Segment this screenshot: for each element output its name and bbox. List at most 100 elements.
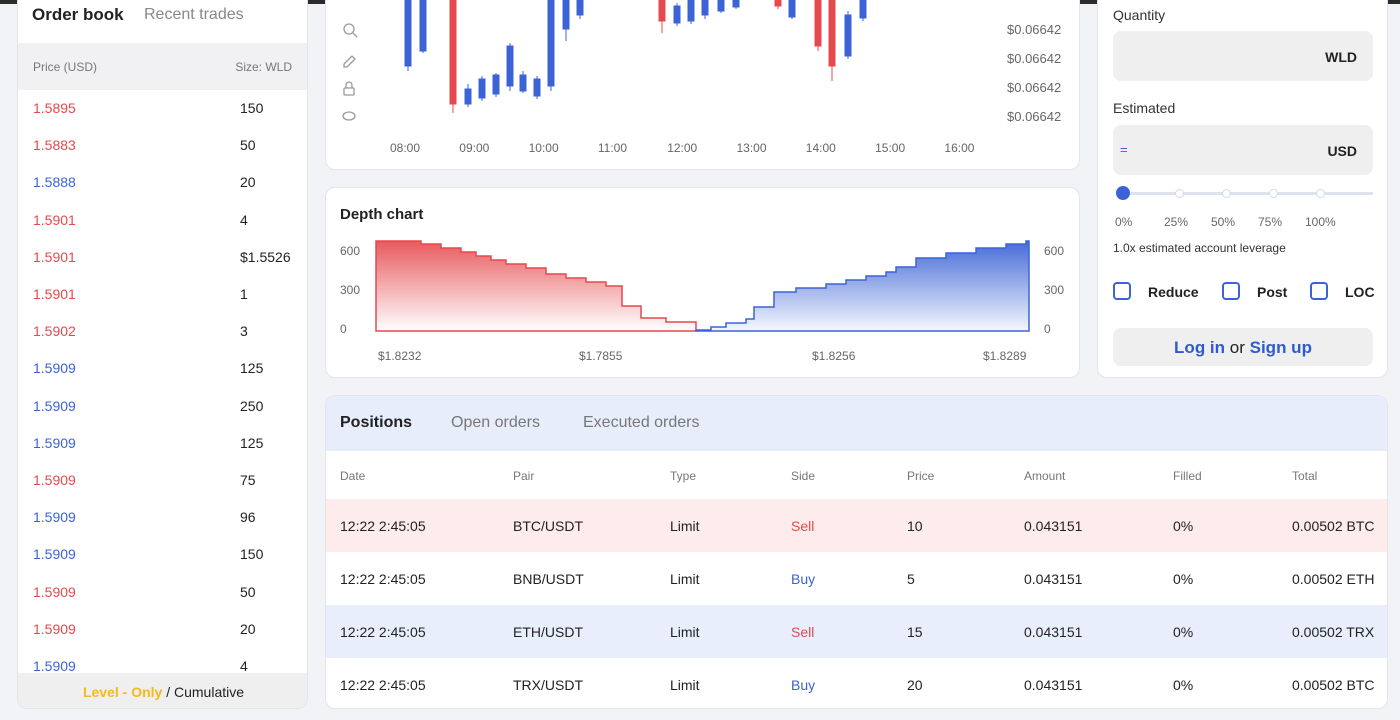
slider-thumb[interactable] [1116, 186, 1130, 200]
header-row [18, 43, 307, 90]
depth-title: Depth chart [340, 206, 424, 223]
cumulative-toggle[interactable]: / Cumulative [166, 684, 245, 700]
checkbox[interactable] [1310, 282, 1328, 300]
slider-label: 25% [1164, 215, 1189, 229]
cell: 10 [907, 518, 923, 534]
price-chart-panel: 08:00 09:00 10:00 11:00 12:00 13:00 14:00 15:00… [325, 0, 1080, 170]
y-label: 0 [1044, 322, 1051, 336]
level-toggle[interactable]: Level - Only [82, 684, 163, 700]
cell: 12:22 2:45:05 [340, 571, 426, 587]
price: 1.5909 [33, 546, 76, 563]
price: 1.5895 [33, 100, 76, 116]
footer-text: Level - Only / Cumulative [18, 684, 307, 700]
cell: BNB/USDT [513, 571, 584, 587]
price: 1.5909 [33, 434, 76, 451]
x-label: $1.8256 [812, 349, 856, 363]
time-label: 11:00 [597, 141, 628, 155]
column-header: Amount [1024, 469, 1066, 483]
footer [18, 673, 307, 708]
cell: Limit [670, 518, 700, 534]
slider-dot[interactable] [1316, 189, 1325, 198]
cell: 0.043151 [1024, 677, 1083, 693]
column-header: Side [791, 469, 816, 483]
cell: 20 [907, 677, 923, 693]
order-form-panel: Quantity WLD Estimated = USD 1.0x estima… [1097, 0, 1388, 378]
column-header: Total [1292, 469, 1318, 483]
size: 125 [240, 360, 264, 377]
tab[interactable]: Positions [340, 414, 413, 431]
login-button[interactable] [1113, 328, 1373, 366]
row-bg [326, 658, 1387, 708]
price: 1.5909 [33, 583, 76, 600]
cell: 0.00502 BTC [1292, 518, 1375, 534]
log-in-link[interactable]: Log in [1174, 338, 1226, 357]
time-label: 09:00 [459, 141, 490, 155]
slider-dot[interactable] [1269, 189, 1278, 198]
estimated-label: Estimated [1113, 100, 1176, 116]
cell: Limit [670, 624, 700, 640]
size: 20 [240, 620, 256, 637]
price: 1.5888 [33, 174, 76, 191]
slider-dot[interactable] [1222, 189, 1231, 198]
cell: 0.00502 BTC [1292, 677, 1375, 693]
cell: Limit [670, 571, 700, 587]
y-label: 0 [340, 322, 347, 336]
cell: 15 [907, 624, 923, 640]
size: 150 [240, 100, 264, 116]
size: 50 [240, 583, 256, 600]
column-header: Price (USD) [33, 60, 98, 74]
tabs-bar [326, 396, 1387, 451]
candles [342, 0, 867, 121]
column-header: Price [907, 469, 935, 483]
cell: 12:22 2:45:05 [340, 518, 426, 534]
price: 1.5902 [33, 323, 76, 340]
size: 4 [240, 658, 248, 674]
price: 1.5909 [33, 472, 76, 488]
x-label: $1.8232 [378, 349, 422, 363]
tab[interactable]: Recent trades [144, 6, 244, 23]
option-label: LOC [1345, 284, 1375, 300]
price-label: $0.06642 [1007, 22, 1062, 37]
time-label: 10:00 [528, 141, 559, 155]
sign-up-link[interactable]: Sign up [1249, 338, 1312, 357]
depth-areas [375, 240, 1030, 332]
y-label: 600 [1044, 244, 1065, 258]
or-text: or [1229, 338, 1245, 357]
slider-label: 0% [1115, 215, 1133, 229]
slider-dot[interactable] [1175, 189, 1184, 198]
price: 1.5909 [33, 397, 76, 414]
cell: Buy [791, 571, 816, 587]
cell: 0.043151 [1024, 624, 1083, 640]
quantity-input[interactable] [1113, 31, 1373, 81]
option-label: Post [1257, 284, 1288, 300]
quantity-label: Quantity [1113, 7, 1166, 23]
tab[interactable]: Open orders [451, 414, 540, 431]
price: 1.5883 [33, 137, 76, 154]
cell: 0.00502 ETH [1292, 571, 1375, 587]
cell: Sell [791, 518, 815, 534]
cell: 12:22 2:45:05 [340, 624, 426, 640]
price: 1.5909 [33, 509, 76, 526]
cell: 0% [1173, 518, 1194, 534]
size: 250 [240, 397, 264, 414]
row-bg [326, 552, 1387, 605]
y-label: 300 [340, 283, 361, 297]
order-book-panel: Order book Recent trades Price (USD) Siz… [17, 0, 308, 709]
cell: 0.00502 TRX [1292, 624, 1375, 640]
slider-label: 75% [1258, 215, 1283, 229]
price-label: $0.06642 [1007, 109, 1062, 124]
tab[interactable]: Order book [32, 5, 124, 24]
estimated-input[interactable] [1113, 125, 1373, 175]
price: 1.5909 [33, 360, 76, 377]
tab[interactable]: Executed orders [583, 414, 700, 431]
row-bg [326, 499, 1387, 552]
slider-track[interactable] [1123, 192, 1373, 195]
checkbox[interactable] [1113, 282, 1131, 300]
cell: Sell [791, 624, 815, 640]
cell: 0.043151 [1024, 571, 1083, 587]
checkbox[interactable] [1222, 282, 1240, 300]
y-label: 600 [340, 244, 361, 258]
time-label: 13:00 [736, 141, 767, 155]
time-label: 15:00 [875, 141, 906, 155]
cell: Buy [791, 677, 816, 693]
